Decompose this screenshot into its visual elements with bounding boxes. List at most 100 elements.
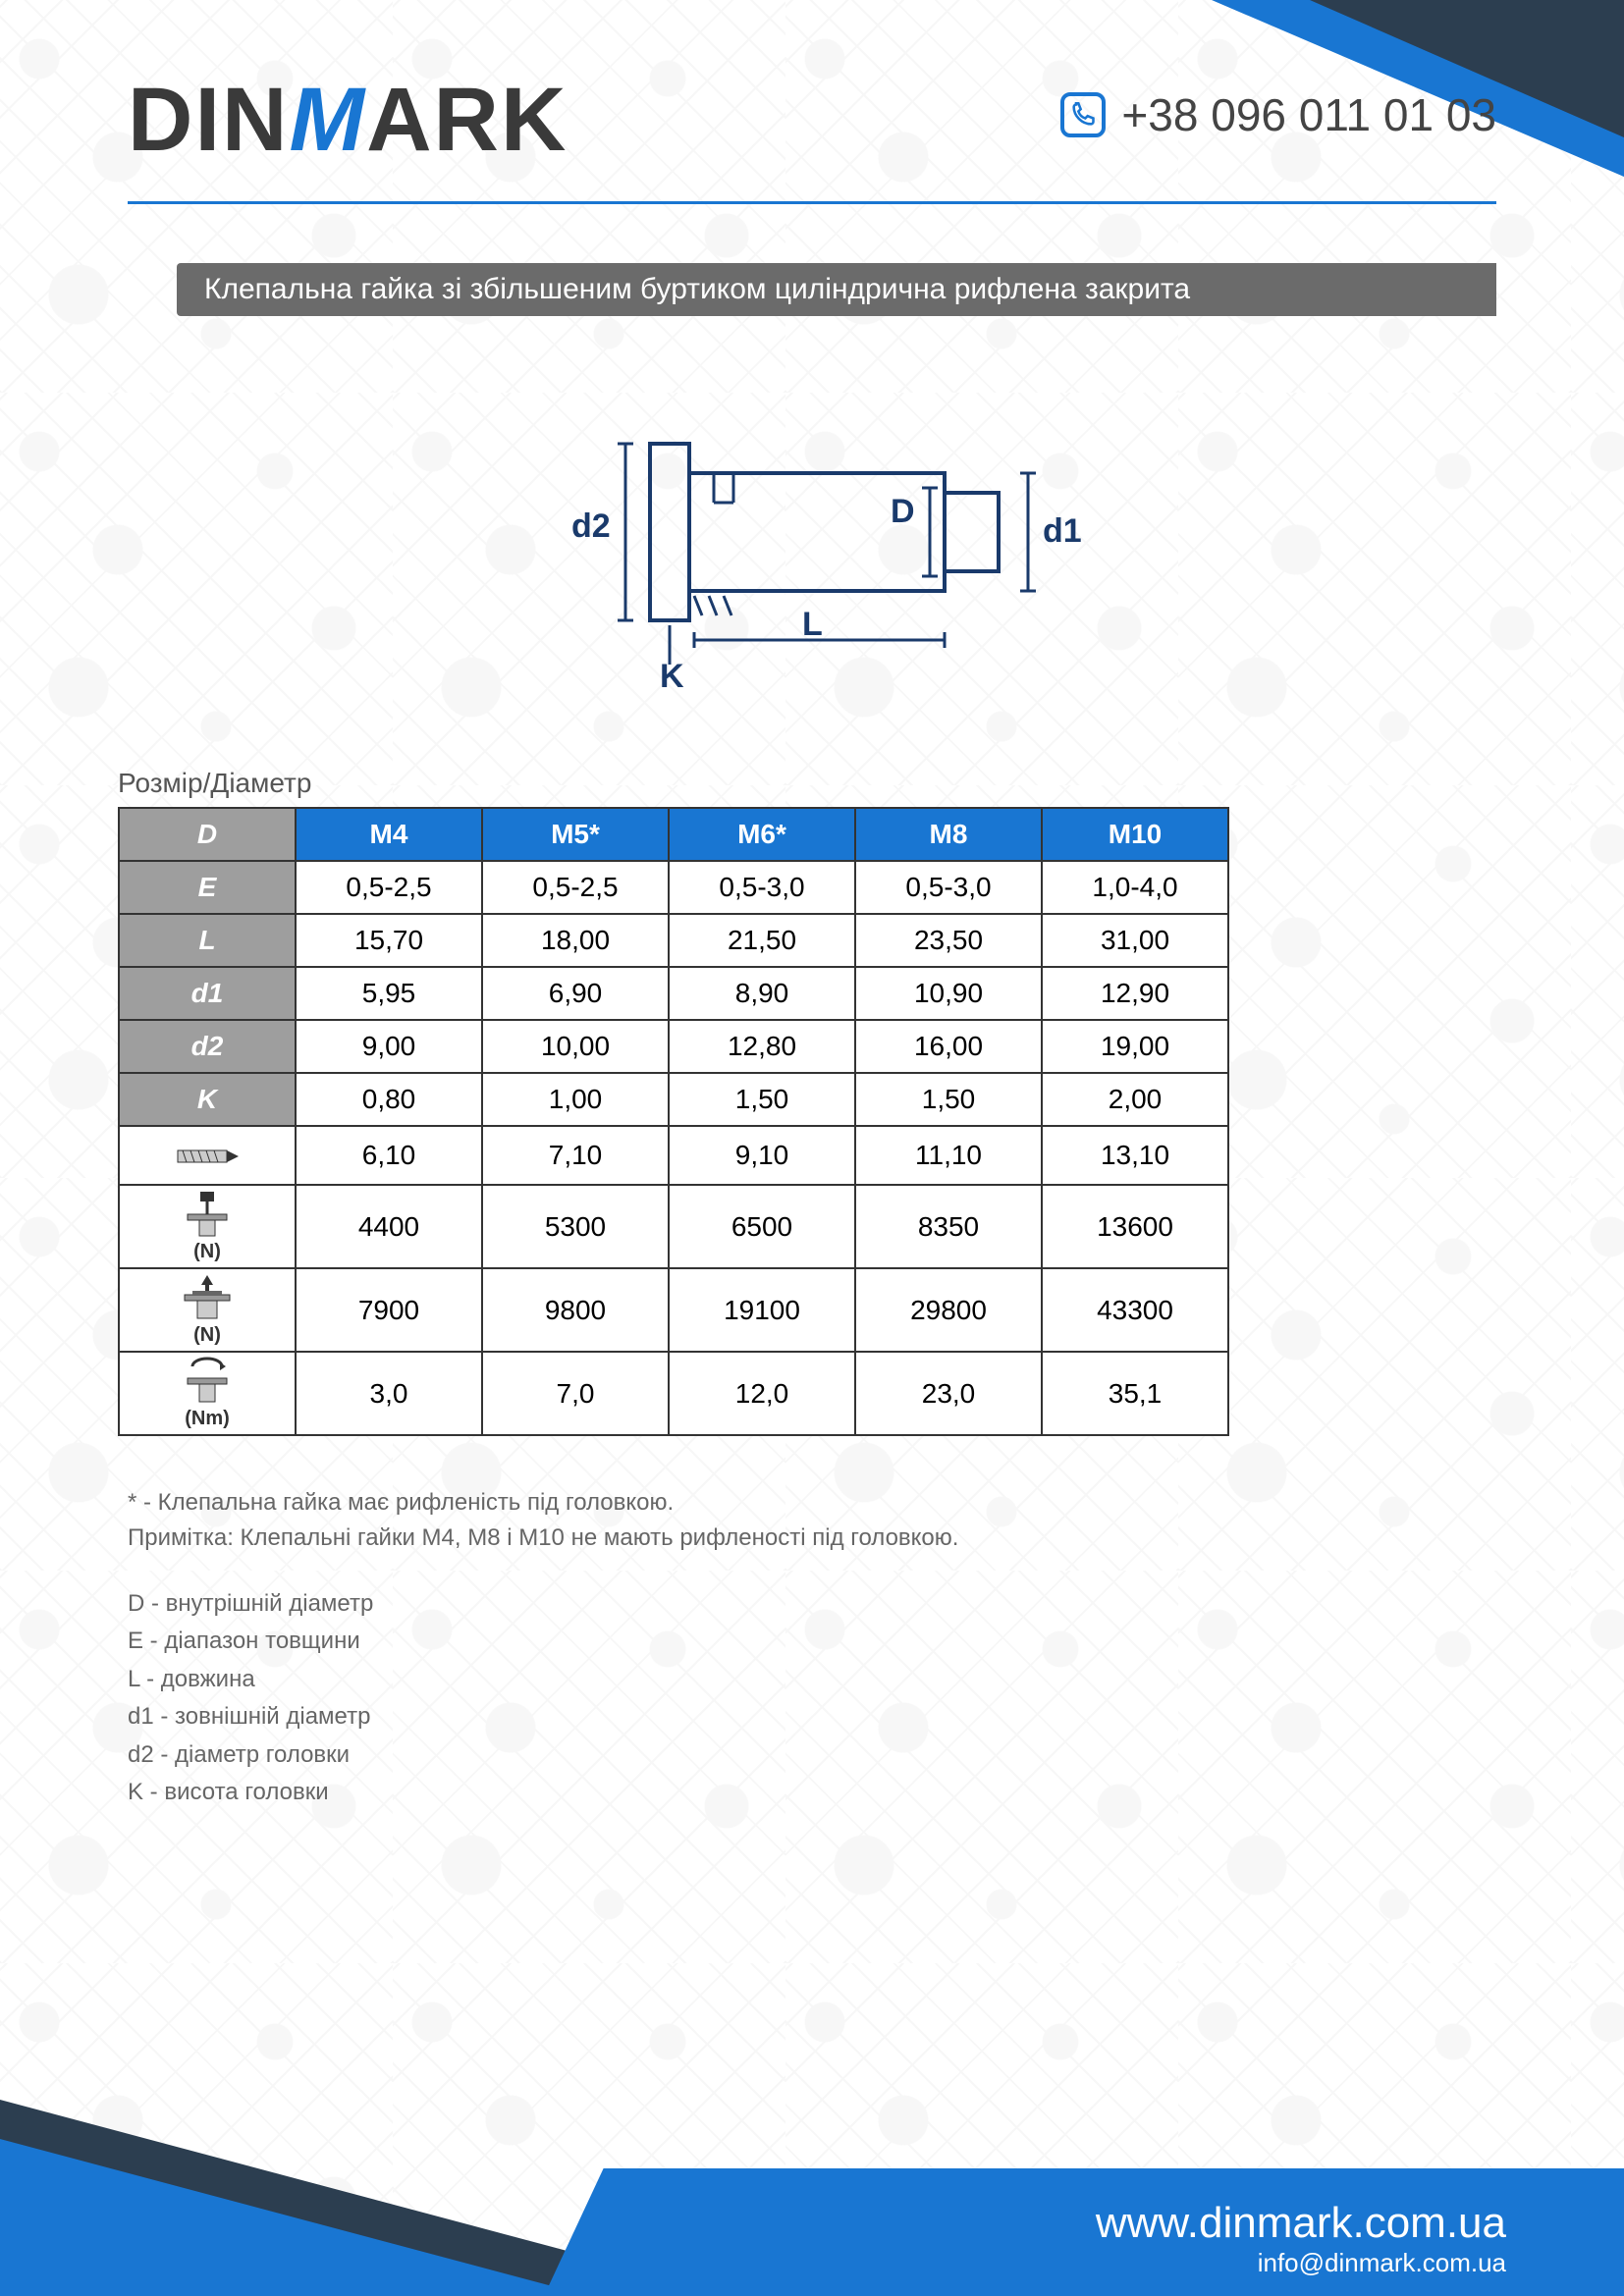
table-cell: 13600 (1042, 1185, 1228, 1268)
table-cell: 6500 (669, 1185, 855, 1268)
table-cell: 31,00 (1042, 914, 1228, 967)
table-row: E0,5-2,50,5-2,50,5-3,00,5-3,01,0-4,0 (119, 861, 1228, 914)
technical-diagram: d2 D d1 L K (0, 414, 1624, 689)
col-header-M8: M8 (855, 808, 1042, 861)
table-cell: 4400 (296, 1185, 482, 1268)
table-cell: 2,00 (1042, 1073, 1228, 1126)
table-cell: 7,10 (482, 1126, 669, 1185)
logo: DINMARK (128, 69, 568, 172)
table-cell: 1,50 (669, 1073, 855, 1126)
table-cell: 8,90 (669, 967, 855, 1020)
title-bar: Клепальна гайка зі збільшеним буртиком ц… (177, 263, 1496, 316)
torque-icon: (Nm) (119, 1352, 296, 1435)
legend-line: D - внутрішній діаметр (128, 1585, 1496, 1623)
footnotes: * - Клепальна гайка має рифленість під г… (128, 1485, 1496, 1556)
header-divider (128, 201, 1496, 204)
table-cell: 7,0 (482, 1352, 669, 1435)
pull-up-icon: (N) (119, 1185, 296, 1268)
table-cell: 0,5-3,0 (669, 861, 855, 914)
phone-block: +38 096 011 01 03 (1060, 88, 1496, 141)
table-cell: 1,50 (855, 1073, 1042, 1126)
footer-email: info@dinmark.com.ua (1096, 2248, 1506, 2278)
row-header-L: L (119, 914, 296, 967)
table-row: d29,0010,0012,8016,0019,00 (119, 1020, 1228, 1073)
table-row: (N)440053006500835013600 (119, 1185, 1228, 1268)
col-header-M5*: M5* (482, 808, 669, 861)
table-cell: 5,95 (296, 967, 482, 1020)
diagram-label-d2: d2 (571, 507, 611, 545)
col-header-M4: M4 (296, 808, 482, 861)
table-cell: 21,50 (669, 914, 855, 967)
drill-icon (119, 1126, 296, 1185)
row-header-E: E (119, 861, 296, 914)
table-cell: 1,0-4,0 (1042, 861, 1228, 914)
table-caption: Розмір/Діаметр (118, 768, 1624, 799)
table-cell: 12,0 (669, 1352, 855, 1435)
table-row: DM4M5*M6*M8M10 (119, 808, 1228, 861)
footnote-line: * - Клепальна гайка має рифленість під г… (128, 1485, 1496, 1521)
spec-table: DM4M5*M6*M8M10E0,5-2,50,5-2,50,5-3,00,5-… (118, 807, 1229, 1436)
phone-number: +38 096 011 01 03 (1121, 88, 1496, 141)
table-cell: 19,00 (1042, 1020, 1228, 1073)
table-cell: 0,80 (296, 1073, 482, 1126)
table-cell: 6,10 (296, 1126, 482, 1185)
table-cell: 12,90 (1042, 967, 1228, 1020)
table-row: K0,801,001,501,502,00 (119, 1073, 1228, 1126)
table-cell: 9,00 (296, 1020, 482, 1073)
table-cell: 0,5-2,5 (296, 861, 482, 914)
table-cell: 11,10 (855, 1126, 1042, 1185)
legend-line: d1 - зовнішній діаметр (128, 1698, 1496, 1735)
footnote-line: Примітка: Клепальні гайки M4, M8 і M10 н… (128, 1521, 1496, 1556)
logo-part1: DIN (128, 70, 289, 170)
table-cell: 6,90 (482, 967, 669, 1020)
table-cell: 7900 (296, 1268, 482, 1352)
col-header-M6*: M6* (669, 808, 855, 861)
footer-website: www.dinmark.com.ua (1096, 2199, 1506, 2248)
table-cell: 15,70 (296, 914, 482, 967)
table-cell: 23,0 (855, 1352, 1042, 1435)
diagram-label-L: L (802, 606, 823, 643)
table-row: 6,107,109,1011,1013,10 (119, 1126, 1228, 1185)
table-cell: 29800 (855, 1268, 1042, 1352)
phone-icon (1060, 92, 1106, 137)
table-cell: 43300 (1042, 1268, 1228, 1352)
table-cell: 0,5-3,0 (855, 861, 1042, 914)
legend-line: K - висота головки (128, 1774, 1496, 1811)
legend-line: E - діапазон товщини (128, 1623, 1496, 1660)
table-cell: 1,00 (482, 1073, 669, 1126)
table-cell: 3,0 (296, 1352, 482, 1435)
diagram-label-K: K (660, 658, 684, 689)
table-cell: 16,00 (855, 1020, 1042, 1073)
table-cell: 9800 (482, 1268, 669, 1352)
diagram-label-D: D (891, 493, 915, 530)
press-icon: (N) (119, 1268, 296, 1352)
col-header-M10: M10 (1042, 808, 1228, 861)
table-cell: 9,10 (669, 1126, 855, 1185)
legend: D - внутрішній діаметрE - діапазон товщи… (128, 1585, 1496, 1811)
table-row: (N)79009800191002980043300 (119, 1268, 1228, 1352)
table-row: d15,956,908,9010,9012,90 (119, 967, 1228, 1020)
table-cell: 0,5-2,5 (482, 861, 669, 914)
row-header-d1: d1 (119, 967, 296, 1020)
table-cell: 5300 (482, 1185, 669, 1268)
table-cell: 10,90 (855, 967, 1042, 1020)
logo-part2: ARK (366, 70, 568, 170)
table-row: (Nm)3,07,012,023,035,1 (119, 1352, 1228, 1435)
diagram-label-d1: d1 (1043, 512, 1082, 550)
row-header-d2: d2 (119, 1020, 296, 1073)
footer: www.dinmark.com.ua info@dinmark.com.ua (0, 2100, 1624, 2296)
table-cell: 19100 (669, 1268, 855, 1352)
table-cell: 13,10 (1042, 1126, 1228, 1185)
legend-line: d2 - діаметр головки (128, 1736, 1496, 1774)
logo-accent: M (289, 70, 366, 170)
table-cell: 8350 (855, 1185, 1042, 1268)
table-row: L15,7018,0021,5023,5031,00 (119, 914, 1228, 967)
header: DINMARK +38 096 011 01 03 (0, 0, 1624, 201)
table-cell: 12,80 (669, 1020, 855, 1073)
row-header-K: K (119, 1073, 296, 1126)
table-cell: 10,00 (482, 1020, 669, 1073)
table-cell: 18,00 (482, 914, 669, 967)
table-cell: 23,50 (855, 914, 1042, 967)
legend-line: L - довжина (128, 1661, 1496, 1698)
table-cell: 35,1 (1042, 1352, 1228, 1435)
